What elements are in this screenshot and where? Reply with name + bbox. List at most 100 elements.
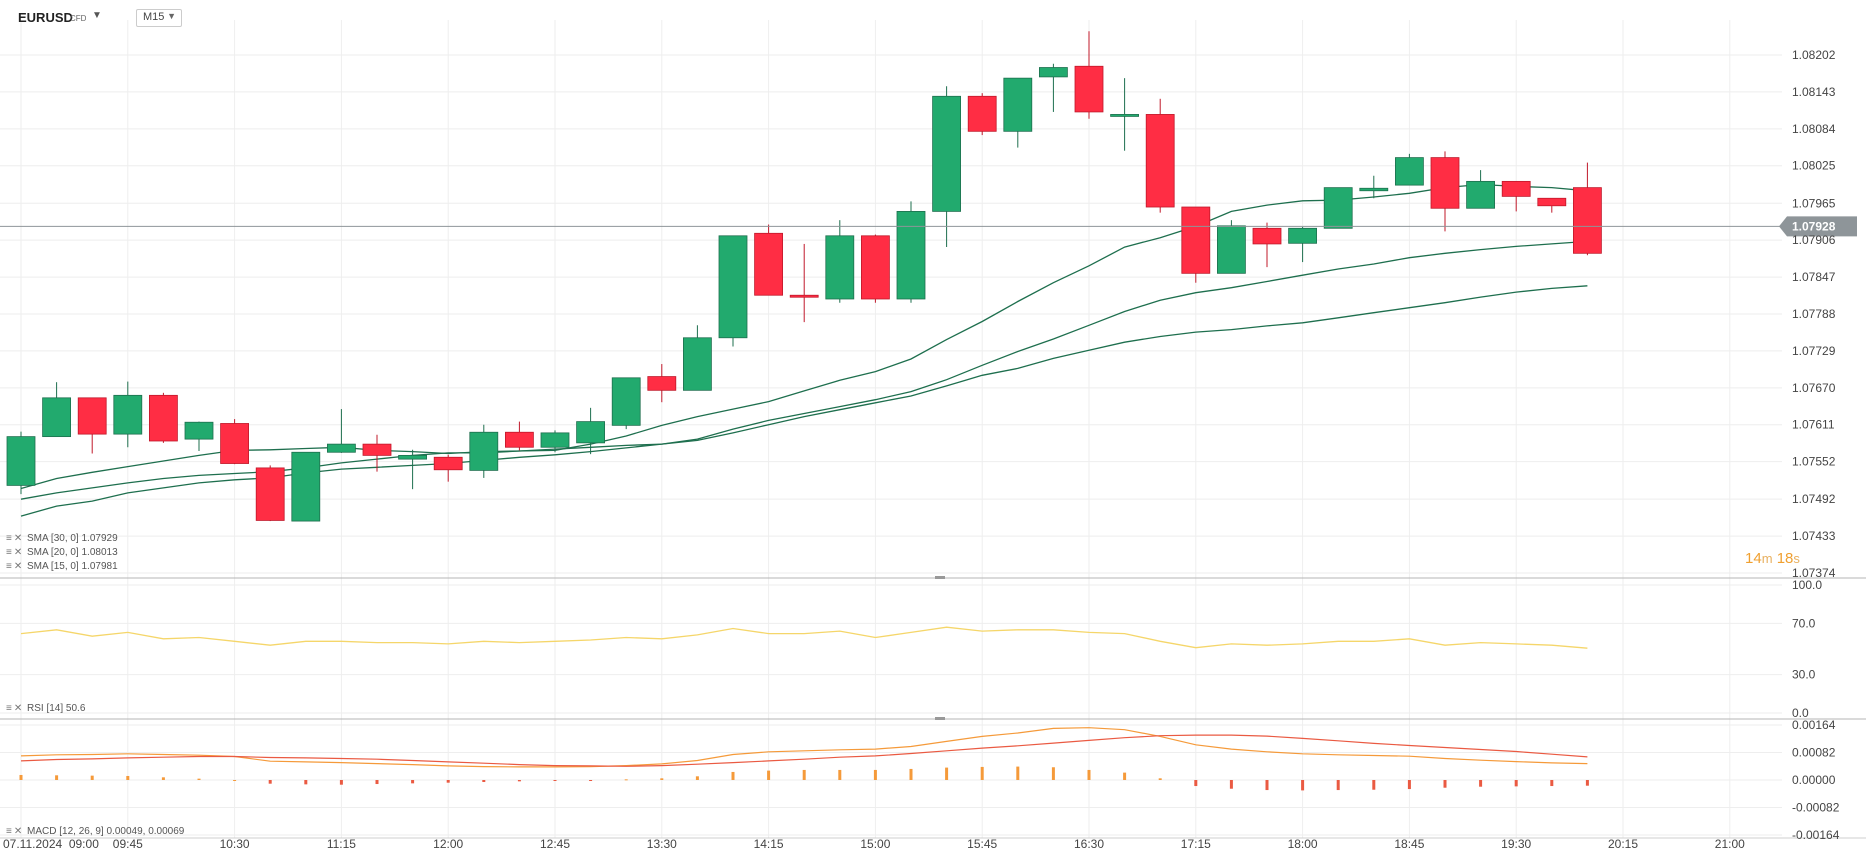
bullish-candle xyxy=(184,421,214,440)
macd-legend[interactable]: ≡ ✕ MACD [12, 26, 9] 0.00049, 0.00069 xyxy=(6,826,184,837)
macd-histogram-bar xyxy=(980,766,984,780)
bearish-candle xyxy=(967,95,997,132)
macd-histogram-bar xyxy=(1550,780,1554,787)
rsi-legend[interactable]: ≡ ✕ RSI [14] 50.6 xyxy=(6,703,85,714)
menu-icon[interactable]: ≡ xyxy=(6,561,12,572)
macd-histogram-bar xyxy=(90,775,94,780)
bullish-candle xyxy=(469,431,499,471)
bullish-candle xyxy=(896,211,926,300)
timeframe-select[interactable]: M15 ▼ xyxy=(136,9,182,27)
macd-axis-label: -0.00082 xyxy=(1792,801,1840,815)
current-price-label: 1.07928 xyxy=(1792,219,1836,233)
macd-histogram-bar xyxy=(446,780,450,783)
price-axis-label: 1.07492 xyxy=(1792,492,1836,506)
macd-histogram-bar xyxy=(1479,780,1483,787)
macd-histogram-bar xyxy=(802,769,806,780)
macd-histogram-bar xyxy=(1443,780,1447,788)
menu-icon[interactable]: ≡ xyxy=(6,703,12,714)
menu-icon[interactable]: ≡ xyxy=(6,533,12,544)
bullish-candle xyxy=(576,421,605,444)
macd-histogram-bar xyxy=(55,775,59,780)
bullish-candle xyxy=(683,337,712,391)
sma15-legend[interactable]: ≡ ✕ SMA [15, 0] 1.07981 xyxy=(6,561,118,572)
macd-histogram-bar xyxy=(695,776,699,780)
macd-histogram-bar xyxy=(873,769,877,780)
close-icon[interactable]: ✕ xyxy=(13,533,22,544)
bearish-candle xyxy=(433,456,463,471)
macd-histogram-bar xyxy=(1372,780,1376,790)
macd-histogram-bar xyxy=(339,780,343,785)
price-axis-label: 1.07847 xyxy=(1792,270,1836,284)
countdown-seconds: 18 xyxy=(1776,550,1794,567)
sma30-legend[interactable]: ≡ ✕ SMA [30, 0] 1.07929 xyxy=(6,533,118,544)
rsi-axis-label: 70.0 xyxy=(1792,616,1816,630)
bullish-candle xyxy=(611,377,641,426)
macd-signal-line xyxy=(20,734,1588,767)
bullish-candle xyxy=(398,454,428,460)
close-icon[interactable]: ✕ xyxy=(13,547,22,558)
bearish-candle xyxy=(1573,187,1602,254)
macd-histogram-bar xyxy=(482,780,486,783)
bearish-candle xyxy=(1181,206,1211,274)
close-icon[interactable]: ✕ xyxy=(13,826,22,837)
pane-resize-handle xyxy=(935,717,945,720)
bullish-candle xyxy=(291,451,321,522)
time-axis-label: 12:00 xyxy=(433,837,463,851)
countdown-minutes: 14 xyxy=(1745,550,1762,567)
macd-axis-label: -0.00164 xyxy=(1792,828,1840,842)
symbol-label[interactable]: EURUSD xyxy=(18,10,73,25)
menu-icon[interactable]: ≡ xyxy=(6,826,12,837)
rsi-line xyxy=(20,626,1588,649)
time-axis-label: 11:15 xyxy=(327,837,356,851)
macd-histogram-bar xyxy=(1301,780,1305,791)
candle-countdown: 14m 18s xyxy=(1745,550,1800,567)
time-axis-label: 20:15 xyxy=(1608,837,1638,851)
macd-histogram-bar xyxy=(1016,766,1020,780)
time-axis-label: 18:00 xyxy=(1288,837,1318,851)
price-axis-label: 1.07788 xyxy=(1792,307,1836,321)
bullish-candle xyxy=(42,397,71,438)
pane-resize-handle xyxy=(935,576,945,579)
bearish-candle xyxy=(1537,197,1567,207)
bullish-candle xyxy=(540,432,570,448)
time-axis-label: 13:30 xyxy=(647,837,677,851)
macd-line xyxy=(20,727,1588,768)
time-axis-label: 16:30 xyxy=(1074,837,1104,851)
bearish-candle xyxy=(861,235,890,300)
symbol-dropdown-icon[interactable]: ▼ xyxy=(92,10,102,21)
price-axis-label: 1.07965 xyxy=(1792,196,1836,210)
bearish-candle xyxy=(362,443,392,456)
close-icon[interactable]: ✕ xyxy=(13,561,22,572)
time-axis-label: 09:45 xyxy=(113,837,143,851)
bullish-candle xyxy=(1359,187,1389,192)
bearish-candle xyxy=(220,423,250,464)
price-axis-label: 1.07374 xyxy=(1792,566,1836,580)
price-axis-label: 1.07906 xyxy=(1792,233,1836,247)
bullish-candle xyxy=(1466,180,1495,209)
rsi-axis-label: 100.0 xyxy=(1792,578,1822,592)
bearish-candle xyxy=(1501,180,1531,197)
macd-histogram-bar xyxy=(1087,769,1091,780)
rsi-legend-label: RSI [14] 50.6 xyxy=(27,703,86,714)
macd-histogram-bar xyxy=(1123,772,1127,780)
macd-histogram-bar xyxy=(767,770,771,780)
bearish-candle xyxy=(1430,157,1460,209)
macd-axis-label: 0.00000 xyxy=(1792,773,1836,787)
price-axis-label: 1.08084 xyxy=(1792,122,1836,136)
bullish-candle xyxy=(1323,187,1353,229)
macd-axis-label: 0.00082 xyxy=(1792,746,1836,760)
time-axis-label: 10:30 xyxy=(220,837,250,851)
bullish-candle xyxy=(326,443,356,453)
price-axis-label: 1.08025 xyxy=(1792,159,1836,173)
macd-legend-label: MACD [12, 26, 9] 0.00049, 0.00069 xyxy=(27,826,185,837)
price-axis-label: 1.07729 xyxy=(1792,344,1836,358)
bullish-candle xyxy=(1288,227,1317,244)
macd-histogram-bar xyxy=(1158,778,1162,780)
macd-histogram-bar xyxy=(945,767,949,780)
price-axis-label: 1.08143 xyxy=(1792,85,1836,99)
sma20-legend[interactable]: ≡ ✕ SMA [20, 0] 1.08013 xyxy=(6,547,118,558)
close-icon[interactable]: ✕ xyxy=(13,703,22,714)
symbol-type-label: CFD xyxy=(70,14,87,23)
menu-icon[interactable]: ≡ xyxy=(6,547,12,558)
